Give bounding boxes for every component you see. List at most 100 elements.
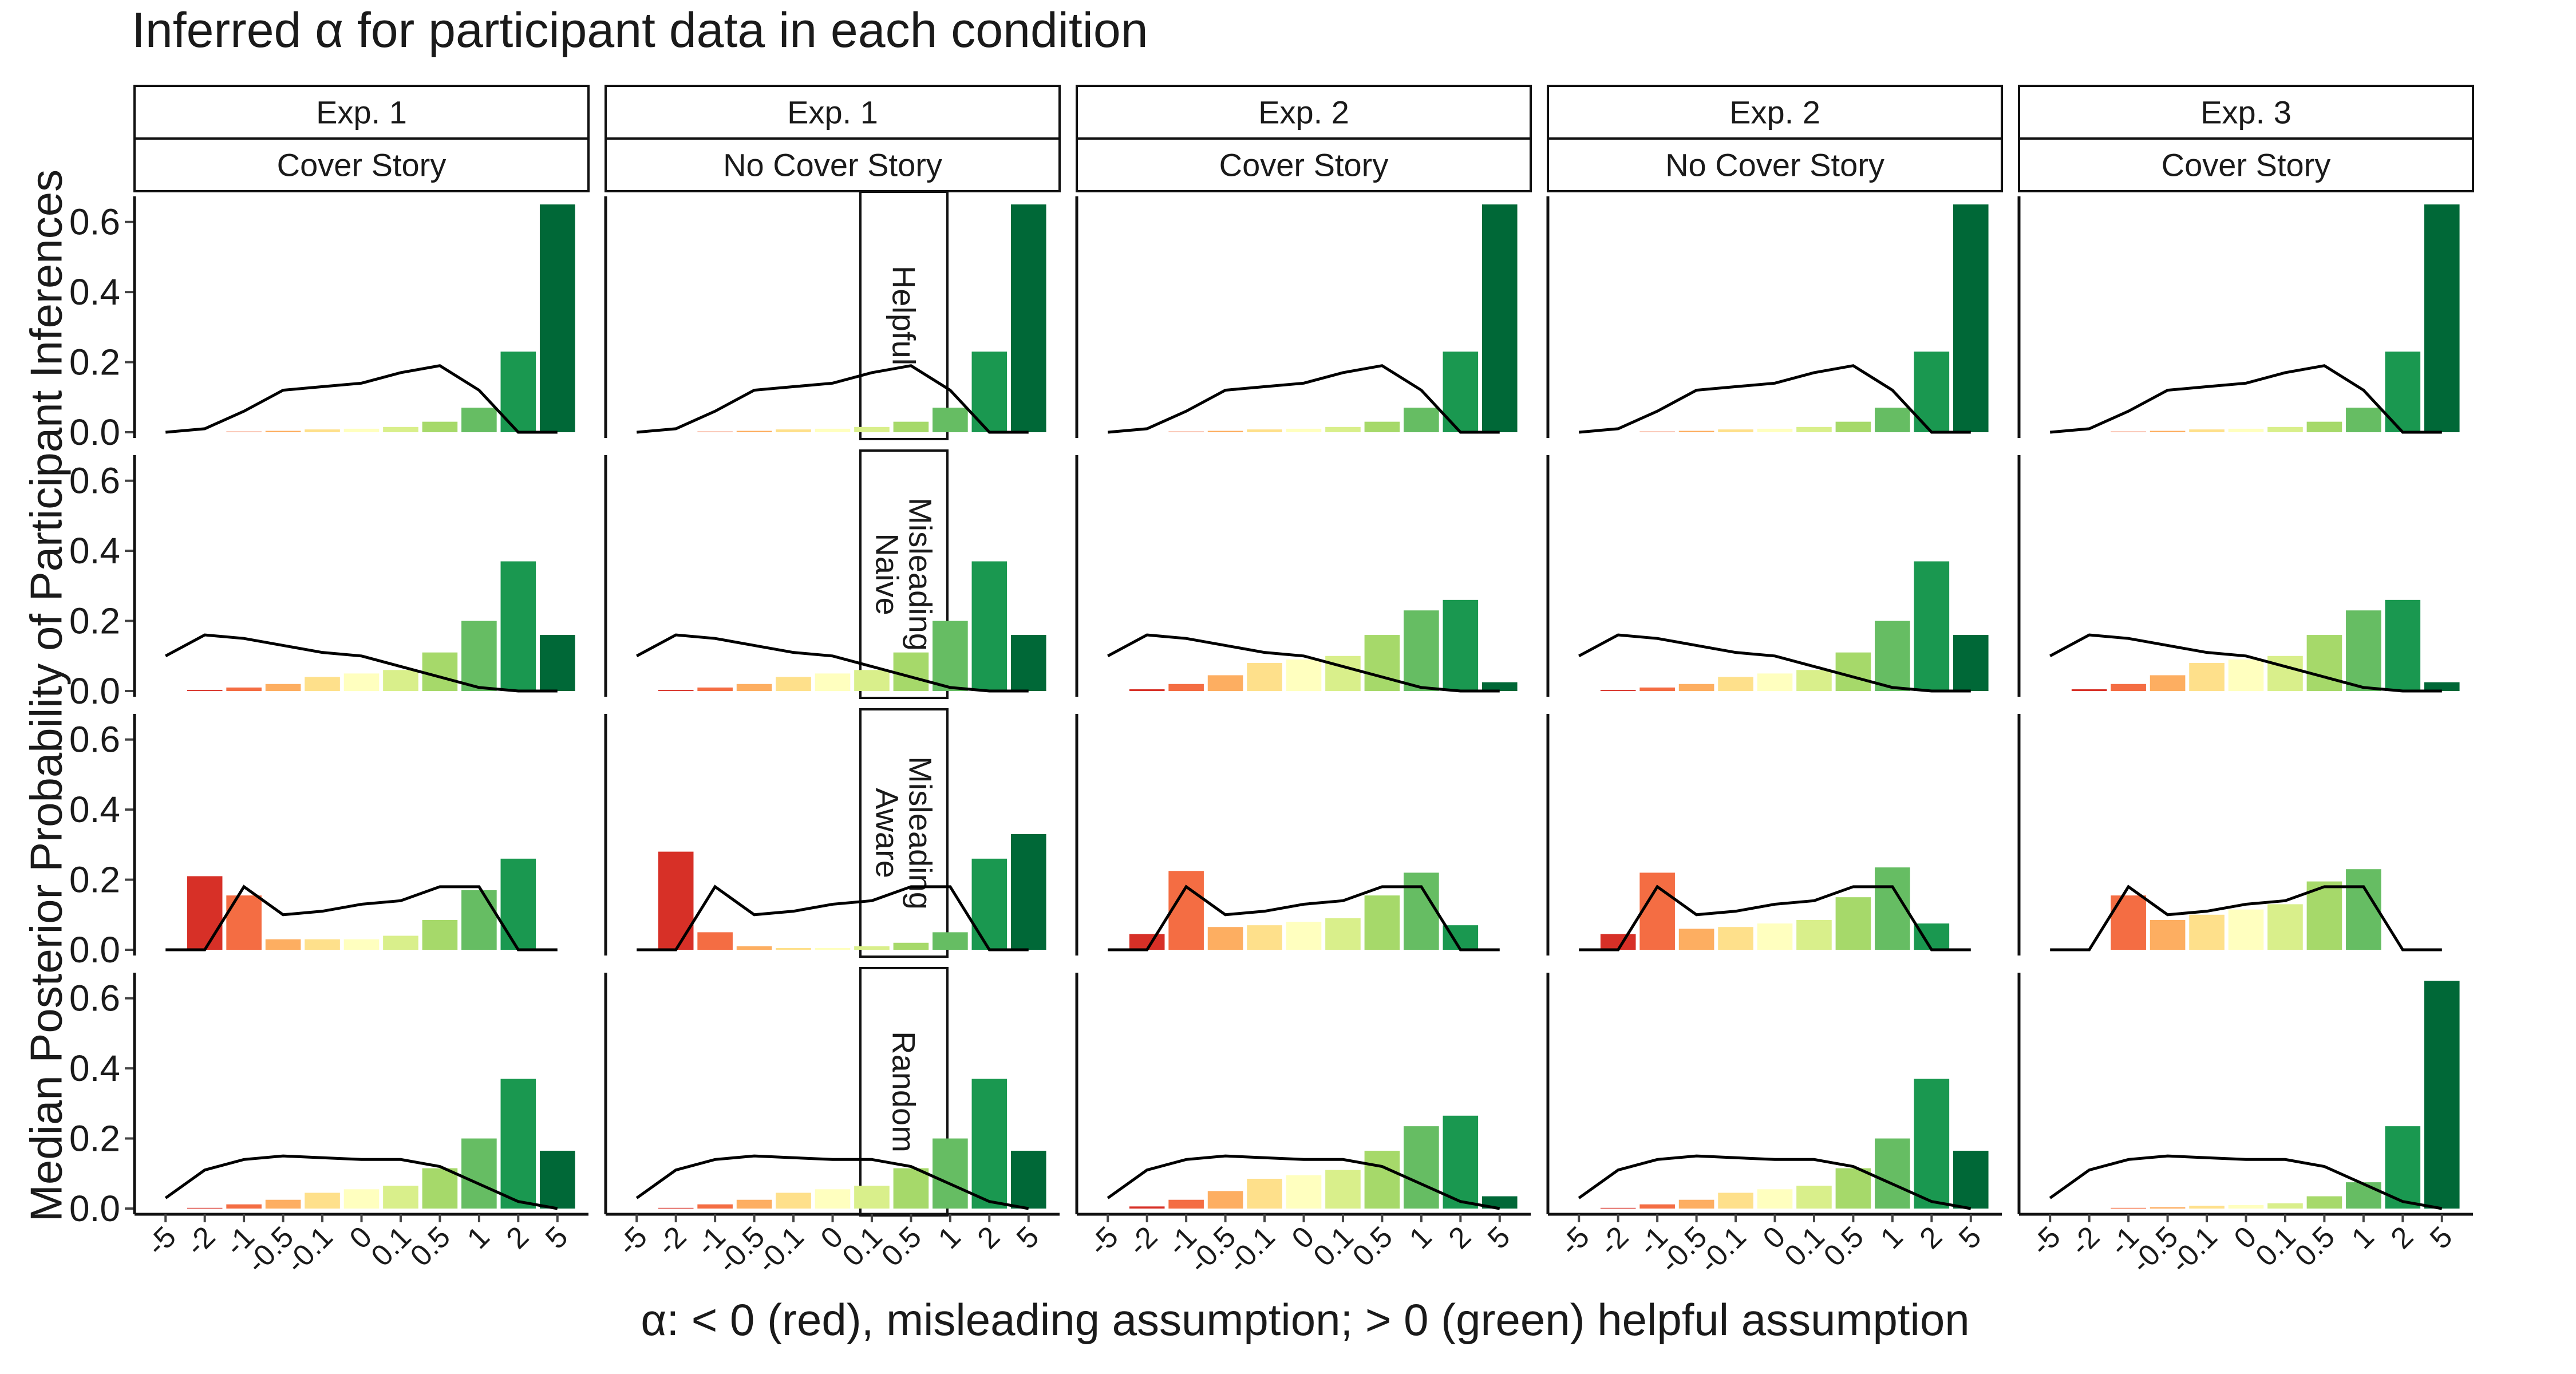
bar bbox=[2424, 204, 2460, 432]
bar bbox=[305, 1193, 340, 1209]
bar bbox=[1207, 1191, 1243, 1209]
bar bbox=[1481, 204, 1518, 432]
bar bbox=[1953, 635, 1989, 691]
prior-line bbox=[164, 1154, 558, 1210]
bar bbox=[500, 561, 536, 691]
bar bbox=[1835, 421, 1871, 432]
bar bbox=[2228, 659, 2264, 691]
bar bbox=[854, 670, 890, 691]
strip-row-label-line: Aware bbox=[870, 788, 906, 878]
bar bbox=[1481, 1196, 1518, 1209]
bar bbox=[383, 935, 418, 950]
bar bbox=[1286, 1175, 1322, 1209]
prior-line bbox=[1107, 633, 1500, 693]
y-tick-label: 0.4 bbox=[69, 789, 120, 830]
bar bbox=[1875, 408, 1910, 432]
bar bbox=[2267, 904, 2303, 950]
bar bbox=[1364, 635, 1400, 691]
bar bbox=[2189, 429, 2225, 432]
bar bbox=[539, 204, 575, 432]
bar bbox=[383, 1186, 418, 1209]
bar bbox=[187, 876, 223, 950]
bar bbox=[2346, 610, 2381, 691]
x-tick-label: -5 bbox=[611, 1220, 654, 1262]
bar bbox=[1678, 929, 1714, 950]
bar bbox=[1286, 428, 1322, 432]
strip-row-label-line: Misleading bbox=[903, 756, 939, 910]
bar bbox=[305, 939, 340, 950]
strip-condition-3 bbox=[1076, 137, 1532, 192]
x-tick-label: -0.1 bbox=[1693, 1220, 1752, 1280]
x-tick-label: 2 bbox=[1914, 1220, 1949, 1255]
bar bbox=[461, 621, 497, 691]
x-tick-label: -2 bbox=[180, 1220, 222, 1262]
bar bbox=[854, 946, 890, 950]
x-tick-label: -5 bbox=[140, 1220, 183, 1262]
x-tick-label: 5 bbox=[1481, 1220, 1516, 1255]
bar bbox=[1010, 1151, 1046, 1209]
y-tick-label: 0.2 bbox=[69, 601, 120, 642]
bar bbox=[1286, 922, 1322, 950]
bar bbox=[343, 673, 380, 691]
bar bbox=[1914, 561, 1950, 691]
x-tick-label: 1 bbox=[461, 1220, 496, 1255]
bar bbox=[1443, 599, 1479, 691]
bar bbox=[2306, 421, 2342, 432]
bar bbox=[2385, 599, 2421, 691]
bar bbox=[1325, 427, 1361, 432]
strip-row-label-line: Helpful bbox=[886, 266, 922, 365]
strip-row-label-line: Misleading bbox=[903, 498, 939, 651]
bar bbox=[776, 1193, 811, 1209]
prior-line bbox=[1578, 1154, 1971, 1210]
bar bbox=[187, 690, 223, 691]
bar bbox=[461, 1138, 497, 1209]
bar bbox=[1168, 871, 1204, 950]
bar bbox=[1010, 834, 1046, 950]
bar bbox=[1914, 1079, 1950, 1209]
prior-line bbox=[2049, 1154, 2443, 1210]
bar bbox=[1678, 431, 1714, 432]
bar bbox=[736, 684, 772, 691]
bar bbox=[1404, 408, 1439, 432]
bar bbox=[500, 858, 536, 950]
bar bbox=[2189, 663, 2225, 691]
y-tick-label: 0.0 bbox=[69, 929, 120, 970]
strip-experiment-label: Exp. 2 bbox=[1258, 94, 1349, 131]
strip-condition-1 bbox=[133, 137, 590, 192]
strip-condition-5 bbox=[2018, 137, 2474, 192]
strip-row-label: Helpful bbox=[886, 266, 922, 365]
bar bbox=[343, 1189, 380, 1209]
strip-condition-4 bbox=[1547, 137, 2003, 192]
bar bbox=[2228, 909, 2264, 950]
bar bbox=[697, 687, 733, 691]
bar bbox=[1404, 1126, 1439, 1209]
bar bbox=[1168, 1199, 1204, 1209]
prior-line bbox=[165, 633, 558, 693]
bar bbox=[1796, 670, 1832, 691]
bar bbox=[1718, 927, 1753, 950]
bar bbox=[539, 1151, 575, 1209]
bar bbox=[1718, 1193, 1753, 1209]
x-tick-label: -2 bbox=[1593, 1220, 1635, 1262]
bar bbox=[1247, 1178, 1282, 1209]
bar bbox=[854, 427, 890, 432]
bar bbox=[2346, 1182, 2381, 1209]
x-tick-label: -0.1 bbox=[279, 1220, 339, 1280]
x-tick-label: -0.1 bbox=[1222, 1220, 1281, 1280]
bar bbox=[265, 1199, 301, 1209]
bar bbox=[305, 429, 340, 432]
bar bbox=[776, 947, 811, 950]
strip-condition-label: No Cover Story bbox=[1665, 147, 1884, 183]
bar bbox=[2189, 914, 2225, 950]
bar bbox=[658, 1207, 694, 1209]
bar bbox=[1364, 1151, 1400, 1209]
bar bbox=[2150, 675, 2186, 691]
strip-condition-2 bbox=[605, 137, 1061, 192]
bar bbox=[1639, 1204, 1675, 1209]
bar bbox=[265, 431, 301, 432]
bar bbox=[2306, 881, 2342, 950]
strip-row-label: Random bbox=[886, 1031, 922, 1152]
bar bbox=[2424, 682, 2460, 691]
bar bbox=[422, 421, 458, 432]
bar bbox=[1875, 867, 1910, 950]
